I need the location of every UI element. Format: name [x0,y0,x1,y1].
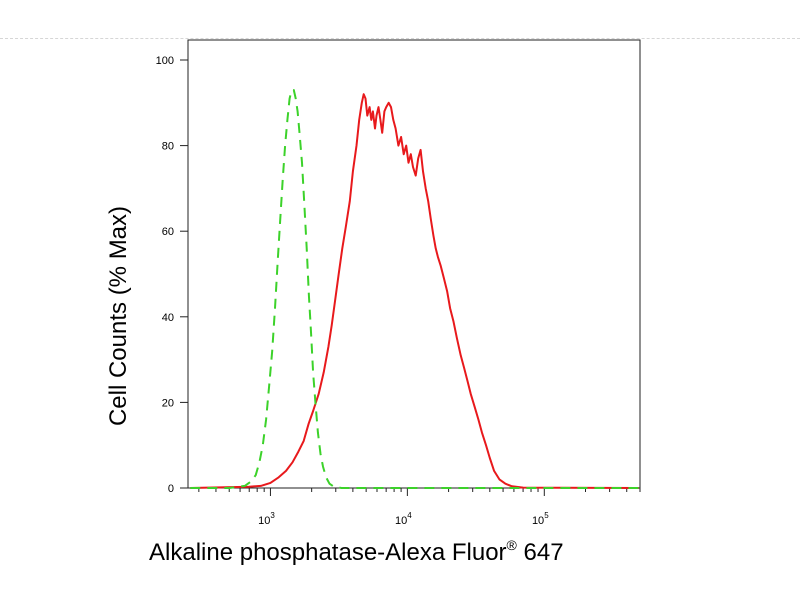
x-tick-label-base: 10 [395,515,407,527]
sample-histogram-line [190,93,639,489]
x-tick-label-base: 10 [258,515,270,527]
y-tick-label-40: 40 [162,312,174,324]
y-tick-label-100: 100 [156,55,174,67]
top-divider-line [0,38,800,39]
x-axis-label: Alkaline phosphatase-Alexa Fluor® 647 [149,537,564,566]
x-tick-label-exponent: 3 [270,511,275,520]
x-axis-label-suffix: 647 [517,539,564,566]
x-tick-label-exponent: 5 [544,511,549,520]
x-tick-label-10^5: 105 [532,511,549,527]
x-axis: 103 104 105 [198,488,641,527]
plot-frame [187,39,641,489]
y-axis: 0 20 40 60 80 100 [156,55,188,495]
x-tick-label-exponent: 4 [407,511,412,520]
y-tick-label-20: 20 [162,397,174,409]
x-axis-label-registered-mark: ® [507,537,518,553]
y-tick-label-80: 80 [162,141,174,153]
x-tick-label-base: 10 [532,515,544,527]
y-tick-label-0: 0 [168,483,174,495]
series-layer [190,89,639,489]
y-tick-label-60: 60 [162,226,174,238]
x-tick-label-10^4: 104 [395,511,412,527]
x-axis-label-text: Alkaline phosphatase-Alexa Fluor [149,539,507,566]
control-histogram-line [190,89,639,489]
x-tick-label-10^3: 103 [258,511,275,527]
y-axis-label: Cell Counts (% Max) [105,206,132,426]
